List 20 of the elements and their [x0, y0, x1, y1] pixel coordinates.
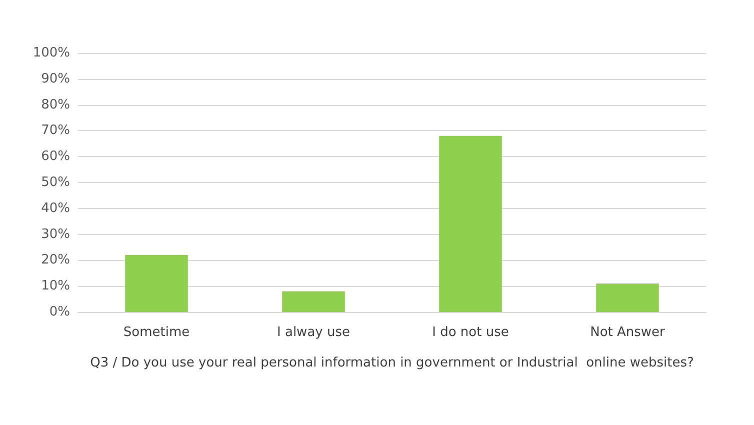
y-tick-label: 90% [41, 71, 70, 86]
x-tick-label: Sometime [123, 325, 190, 340]
y-tick-label: 0% [49, 304, 70, 320]
x-tick-label: I do not use [432, 325, 509, 340]
y-tick-label: 40% [41, 200, 70, 216]
x-axis-title: Q3 / Do you use your real personal information in government or Industrial online websites? [90, 356, 694, 370]
bar [596, 284, 659, 312]
y-tick-label: 80% [41, 97, 70, 112]
bar [125, 255, 188, 312]
x-tick-label: I alway use [277, 325, 350, 340]
y-tick-label: 20% [41, 252, 70, 268]
bar [282, 291, 345, 312]
y-tick-label: 60% [41, 149, 70, 164]
y-tick-label: 50% [41, 175, 70, 190]
y-tick-label: 100% [32, 46, 70, 60]
y-tick-label: 10% [41, 278, 70, 294]
y-tick-label: 70% [41, 123, 70, 138]
bar [439, 136, 502, 312]
y-tick-label: 30% [41, 226, 70, 242]
x-tick-label: Not Answer [590, 325, 666, 340]
